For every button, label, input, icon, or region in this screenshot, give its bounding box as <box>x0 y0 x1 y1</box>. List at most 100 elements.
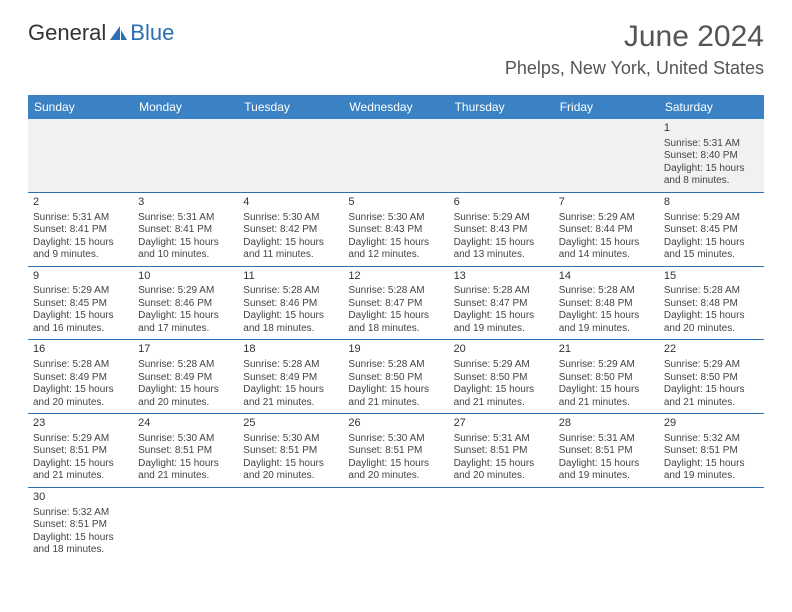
day-info-line: Sunset: 8:45 PM <box>33 298 128 311</box>
day-info-line: Sunrise: 5:29 AM <box>138 285 233 298</box>
day-info-line: Daylight: 15 hours <box>664 237 759 250</box>
day-info-line: and 9 minutes. <box>33 249 128 262</box>
day-number: 21 <box>559 343 654 357</box>
day-info-line: Daylight: 15 hours <box>348 384 443 397</box>
day-info-line: and 8 minutes. <box>664 175 759 188</box>
day-info-line: and 20 minutes. <box>33 397 128 410</box>
calendar-cell: 23Sunrise: 5:29 AMSunset: 8:51 PMDayligh… <box>28 414 133 487</box>
day-info-line: Sunrise: 5:30 AM <box>243 212 338 225</box>
day-info-line: Sunrise: 5:30 AM <box>138 433 233 446</box>
day-number: 25 <box>243 417 338 431</box>
calendar-row: 30Sunrise: 5:32 AMSunset: 8:51 PMDayligh… <box>28 488 764 561</box>
day-info-line: Daylight: 15 hours <box>559 310 654 323</box>
day-info-line: Sunrise: 5:32 AM <box>33 507 128 520</box>
day-info-line: and 18 minutes. <box>243 323 338 336</box>
day-header: Thursday <box>449 95 554 119</box>
day-info-line: Sunset: 8:48 PM <box>559 298 654 311</box>
day-info-line: Daylight: 15 hours <box>664 384 759 397</box>
day-info-line: Sunrise: 5:31 AM <box>664 138 759 151</box>
day-info-line: Sunrise: 5:29 AM <box>33 285 128 298</box>
day-header: Sunday <box>28 95 133 119</box>
calendar-cell: 13Sunrise: 5:28 AMSunset: 8:47 PMDayligh… <box>449 267 554 340</box>
day-info-line: and 19 minutes. <box>559 323 654 336</box>
day-number: 1 <box>664 122 759 136</box>
day-number: 6 <box>454 196 549 210</box>
day-info-line: and 21 minutes. <box>243 397 338 410</box>
day-info-line: Sunset: 8:50 PM <box>454 372 549 385</box>
day-header: Saturday <box>659 95 764 119</box>
calendar-cell: 24Sunrise: 5:30 AMSunset: 8:51 PMDayligh… <box>133 414 238 487</box>
day-info-line: Sunrise: 5:29 AM <box>559 359 654 372</box>
day-info-line: Daylight: 15 hours <box>664 310 759 323</box>
calendar-row: 1Sunrise: 5:31 AMSunset: 8:40 PMDaylight… <box>28 119 764 193</box>
logo-sail-icon <box>108 24 128 42</box>
day-info-line: and 21 minutes. <box>559 397 654 410</box>
day-info-line: Sunrise: 5:28 AM <box>559 285 654 298</box>
day-info-line: Sunrise: 5:28 AM <box>243 285 338 298</box>
calendar-cell: 26Sunrise: 5:30 AMSunset: 8:51 PMDayligh… <box>343 414 448 487</box>
calendar-cell: 6Sunrise: 5:29 AMSunset: 8:43 PMDaylight… <box>449 193 554 266</box>
day-number: 30 <box>33 491 128 505</box>
calendar-cell-empty <box>659 488 764 561</box>
day-info-line: Sunrise: 5:29 AM <box>664 359 759 372</box>
day-info-line: Sunset: 8:42 PM <box>243 224 338 237</box>
day-number: 4 <box>243 196 338 210</box>
day-info-line: Sunset: 8:51 PM <box>348 445 443 458</box>
day-info-line: Sunrise: 5:31 AM <box>33 212 128 225</box>
day-info-line: Sunrise: 5:29 AM <box>454 359 549 372</box>
day-info-line: Sunset: 8:49 PM <box>243 372 338 385</box>
day-info-line: Daylight: 15 hours <box>454 384 549 397</box>
calendar-body: 1Sunrise: 5:31 AMSunset: 8:40 PMDaylight… <box>28 119 764 561</box>
calendar-row: 9Sunrise: 5:29 AMSunset: 8:45 PMDaylight… <box>28 267 764 341</box>
calendar-cell: 8Sunrise: 5:29 AMSunset: 8:45 PMDaylight… <box>659 193 764 266</box>
calendar-cell: 2Sunrise: 5:31 AMSunset: 8:41 PMDaylight… <box>28 193 133 266</box>
day-info-line: Sunset: 8:48 PM <box>664 298 759 311</box>
day-info-line: Sunrise: 5:29 AM <box>559 212 654 225</box>
day-info-line: and 21 minutes. <box>138 470 233 483</box>
day-info-line: Sunrise: 5:32 AM <box>664 433 759 446</box>
calendar-cell: 29Sunrise: 5:32 AMSunset: 8:51 PMDayligh… <box>659 414 764 487</box>
day-info-line: and 20 minutes. <box>243 470 338 483</box>
calendar-cell: 1Sunrise: 5:31 AMSunset: 8:40 PMDaylight… <box>659 119 764 192</box>
day-info-line: Sunset: 8:50 PM <box>664 372 759 385</box>
day-number: 24 <box>138 417 233 431</box>
day-number: 14 <box>559 270 654 284</box>
day-info-line: Sunset: 8:47 PM <box>348 298 443 311</box>
logo-text-2: Blue <box>130 20 174 46</box>
calendar-cell: 14Sunrise: 5:28 AMSunset: 8:48 PMDayligh… <box>554 267 659 340</box>
day-info-line: and 15 minutes. <box>664 249 759 262</box>
day-info-line: Daylight: 15 hours <box>243 384 338 397</box>
calendar-cell-empty <box>238 488 343 561</box>
day-number: 12 <box>348 270 443 284</box>
calendar-cell: 7Sunrise: 5:29 AMSunset: 8:44 PMDaylight… <box>554 193 659 266</box>
day-info-line: Sunrise: 5:29 AM <box>664 212 759 225</box>
day-info-line: and 20 minutes. <box>138 397 233 410</box>
day-info-line: Daylight: 15 hours <box>138 310 233 323</box>
day-info-line: Daylight: 15 hours <box>454 458 549 471</box>
calendar-cell-empty <box>343 488 448 561</box>
header: General Blue June 2024 Phelps, New York,… <box>0 0 792 87</box>
day-info-line: Sunset: 8:51 PM <box>138 445 233 458</box>
day-info-line: Sunset: 8:51 PM <box>454 445 549 458</box>
day-number: 26 <box>348 417 443 431</box>
calendar-cell-empty <box>28 119 133 192</box>
day-info-line: Sunset: 8:46 PM <box>138 298 233 311</box>
day-info-line: Sunrise: 5:31 AM <box>454 433 549 446</box>
day-number: 19 <box>348 343 443 357</box>
calendar-cell: 17Sunrise: 5:28 AMSunset: 8:49 PMDayligh… <box>133 340 238 413</box>
day-info-line: Sunrise: 5:31 AM <box>138 212 233 225</box>
title-block: June 2024 Phelps, New York, United State… <box>505 20 764 79</box>
day-number: 23 <box>33 417 128 431</box>
day-number: 16 <box>33 343 128 357</box>
calendar-cell: 11Sunrise: 5:28 AMSunset: 8:46 PMDayligh… <box>238 267 343 340</box>
day-info-line: Sunrise: 5:30 AM <box>348 433 443 446</box>
calendar-cell-empty <box>133 119 238 192</box>
day-number: 3 <box>138 196 233 210</box>
month-title: June 2024 <box>505 20 764 54</box>
calendar-cell: 18Sunrise: 5:28 AMSunset: 8:49 PMDayligh… <box>238 340 343 413</box>
day-number: 20 <box>454 343 549 357</box>
day-number: 9 <box>33 270 128 284</box>
day-info-line: and 17 minutes. <box>138 323 233 336</box>
calendar-cell: 22Sunrise: 5:29 AMSunset: 8:50 PMDayligh… <box>659 340 764 413</box>
day-info-line: Daylight: 15 hours <box>348 237 443 250</box>
